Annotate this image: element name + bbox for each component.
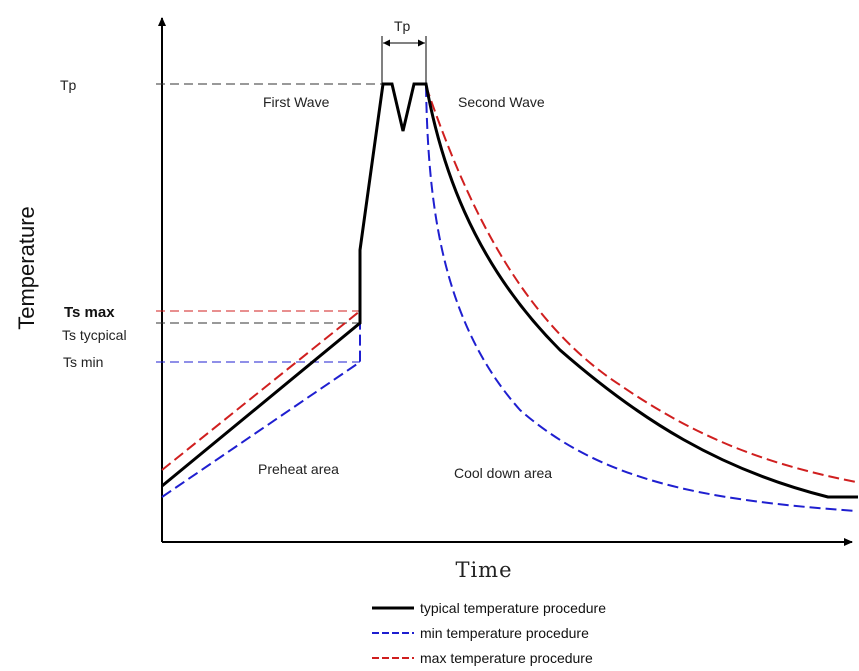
second-wave-label: Second Wave [458,94,545,110]
legend: typical temperature procedure min temper… [372,600,606,666]
ts-max-label: Ts max [64,304,115,321]
ts-min-label: Ts min [63,354,103,370]
tp-label: Tp [60,77,77,93]
x-axis-title: Time [455,558,512,582]
min-curve [161,85,857,512]
first-wave-label: First Wave [263,94,330,110]
y-axis-title: Temperature [14,206,39,330]
legend-label-max: max temperature procedure [420,650,593,666]
typical-curve [161,82,858,499]
dimension-label: Tp [394,18,411,34]
ts-typical-label: Ts tycpical [62,327,127,343]
legend-label-min: min temperature procedure [420,625,589,641]
legend-label-typical: typical temperature procedure [420,600,606,616]
max-curve [161,85,857,483]
cool-down-label: Cool down area [454,465,552,481]
preheat-label: Preheat area [258,461,339,477]
